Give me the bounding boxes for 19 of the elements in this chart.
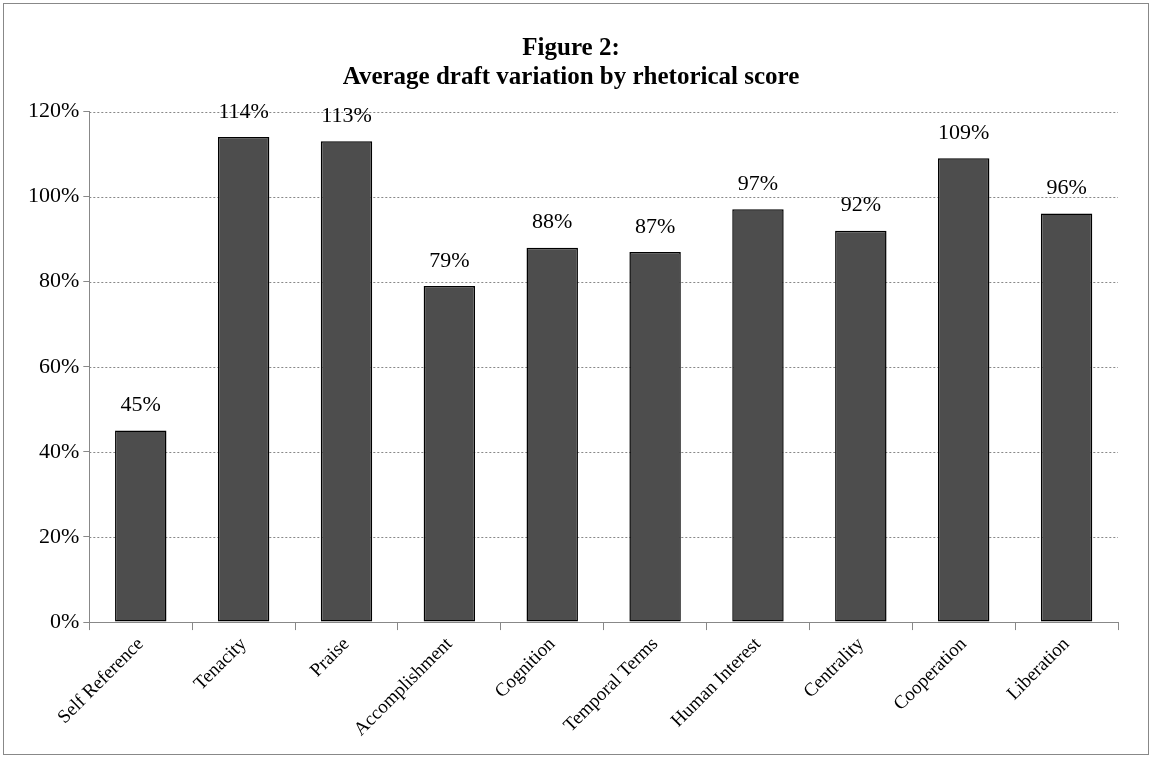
y-tick-label: 120%: [28, 97, 80, 123]
chart-title: Figure 2:: [522, 32, 620, 60]
y-tick-label: 0%: [50, 607, 80, 633]
data-label: 114%: [218, 97, 269, 123]
data-label: 92%: [840, 191, 881, 217]
data-label: 96%: [1046, 174, 1087, 200]
y-tick-label: 20%: [39, 522, 80, 548]
data-label: 88%: [532, 208, 573, 234]
y-tick-label: 80%: [39, 267, 80, 293]
data-label: 45%: [120, 391, 161, 417]
data-label: 113%: [321, 102, 372, 128]
y-tick-label: 100%: [28, 182, 80, 208]
data-label: 109%: [938, 119, 990, 145]
data-label: 97%: [737, 170, 779, 196]
data-label: 87%: [634, 212, 676, 238]
chart-subtitle: Average draft variation by rhetorical score: [342, 61, 800, 89]
data-label: 79%: [429, 246, 470, 272]
y-tick-label: 60%: [39, 352, 80, 378]
y-tick-label: 40%: [39, 437, 80, 463]
